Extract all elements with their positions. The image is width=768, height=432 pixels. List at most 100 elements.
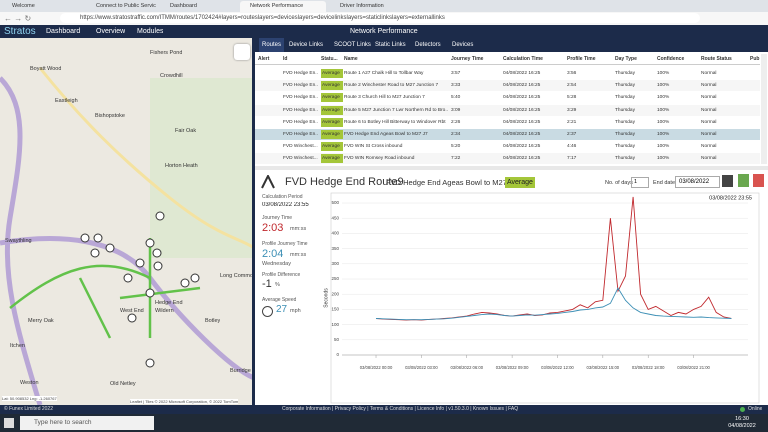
browser-tab[interactable]: Connect to Public Services (96, 3, 156, 9)
layer-button[interactable] (234, 44, 250, 60)
nav-item[interactable]: Dashboard (46, 28, 81, 35)
journey-unit: mm:ss (290, 226, 307, 232)
place-label: Weston (20, 380, 39, 386)
calendar-button[interactable] (722, 175, 733, 187)
nav-buttons[interactable]: ← → ↻ (4, 14, 32, 23)
place-label: Swaythling (5, 238, 32, 244)
column-header[interactable]: Day Type (615, 56, 637, 62)
panel-tab[interactable]: Static Links (375, 42, 406, 48)
table-row[interactable] (255, 116, 760, 128)
place-label: Fair Oak (175, 128, 197, 134)
column-header[interactable]: Calculation Time (503, 56, 543, 62)
app-header: Stratos Network Performance (0, 25, 768, 38)
table-cell: Thursday (615, 71, 635, 76)
map[interactable]: Lat: 50.908532 Lng: -1.260767 Leaflet | … (0, 38, 254, 405)
browser-tab[interactable]: Network Performance (240, 1, 326, 12)
table-cell: Route 1 A27 Chalk Hill to Tollbar Way (344, 71, 424, 76)
browser-tab[interactable]: Dashboard (170, 3, 197, 9)
table-row[interactable] (255, 104, 760, 116)
nav-item[interactable]: Overview (96, 28, 126, 35)
column-header[interactable]: Name (344, 56, 358, 62)
table-cell: Average (321, 154, 343, 164)
table-cell: FVD WIN Romsey Road inbound (344, 156, 415, 162)
panel-tab[interactable]: Devices (452, 42, 474, 48)
device-markers[interactable] (80, 211, 200, 368)
table-cell: 3:57 (451, 71, 461, 76)
column-header[interactable]: Confidence (657, 56, 685, 62)
table-cell: 100% (657, 95, 670, 101)
browser-tab[interactable]: Driver Information (340, 3, 384, 9)
table-cell: FVD Hedge En... (283, 71, 318, 76)
panel-tab[interactable]: Routes (259, 38, 285, 52)
column-header[interactable]: Statu... (321, 56, 338, 62)
header-rule (255, 64, 760, 65)
page-title: Network Performance (350, 28, 418, 35)
table-cell: Thursday (615, 144, 635, 150)
column-header[interactable]: Alert (258, 56, 270, 62)
place-label: Horton Heath (165, 163, 198, 169)
info-text: Wednesday (262, 261, 291, 267)
tabs (255, 38, 768, 52)
start-button[interactable] (4, 418, 14, 428)
table-row[interactable] (255, 141, 760, 153)
column-header[interactable]: Route Status (701, 56, 732, 62)
table-cell: 2:26 (451, 119, 461, 125)
splitter[interactable] (252, 38, 255, 405)
footer-links[interactable]: Corporate Information | Privacy Policy |… (282, 406, 519, 412)
end-date-input[interactable]: 03/08/2022 (675, 176, 720, 188)
footer: © Funex Limited 2022 Corporate Informati… (0, 405, 768, 414)
table-cell: Route 3 Church Hill to M27 Junction 7 (344, 95, 425, 101)
table-row[interactable] (255, 129, 760, 140)
brand[interactable]: Stratos (4, 26, 36, 37)
route-detail: FVD Hedge End Route9 FVD Hedge End Ageas… (255, 170, 768, 405)
table-cell: Normal (701, 156, 717, 162)
route-line (78, 238, 201, 339)
table-cell: 2:37 (567, 132, 577, 137)
export-pdf[interactable] (753, 174, 764, 187)
search-box[interactable]: Type here to search (20, 416, 154, 430)
speed-unit: mph (290, 308, 301, 314)
column-header[interactable]: Journey Time (451, 56, 484, 62)
panel-tab[interactable]: Device Links (289, 42, 324, 48)
table-cell: Average (321, 69, 343, 78)
table-cell: 100% (657, 156, 670, 162)
days-select[interactable]: 1 (631, 177, 649, 188)
place-label: Bishopstoke (95, 113, 125, 119)
table-cell: FVD WIN St Cross inbound (344, 144, 403, 150)
table-cell: 3:56 (567, 71, 577, 76)
table-cell: Average (321, 93, 343, 103)
panel-tab[interactable]: Detectors (415, 42, 441, 48)
table-cell: Route 6 to Botley Hill Bitterway to Wind… (344, 119, 446, 125)
export-csv[interactable] (738, 174, 749, 187)
scrollbar[interactable] (761, 54, 767, 164)
table-row[interactable] (255, 92, 760, 104)
table-row[interactable] (255, 68, 760, 79)
nav-item[interactable]: Modules (137, 28, 164, 35)
table-cell: 2:21 (567, 119, 577, 125)
browser-tab[interactable]: Welcome (12, 3, 35, 9)
route-line (9, 264, 151, 309)
table-cell: Thursday (615, 119, 635, 125)
table-cell: 100% (657, 119, 670, 125)
copyright: © Funex Limited 2022 (4, 406, 53, 412)
column-header[interactable]: Profile Time (567, 56, 596, 62)
clock-time: 16:30 (735, 416, 749, 422)
table-cell: FVD Hedge End Ageas Bowl to M27 J7 (344, 132, 428, 137)
table-cell: Average (321, 117, 343, 127)
table-cell: 3:33 (451, 83, 461, 89)
table-cell: 04/08/2022 16:25 (503, 144, 541, 150)
column-header[interactable]: Id (283, 56, 288, 62)
table-cell: 7:22 (451, 156, 461, 162)
table-row[interactable] (255, 80, 760, 92)
map-layer (0, 67, 254, 405)
address-bar: ← → ↻ https://www.stratostraffic.com/ITM… (0, 12, 768, 26)
table-cell: Normal (701, 144, 717, 150)
table-cell: 100% (657, 71, 670, 76)
table-row[interactable] (255, 153, 760, 165)
url-field[interactable]: https://www.stratostraffic.com/ITMM/rout… (60, 13, 700, 23)
panel-tab[interactable]: SCOOT Links (334, 42, 371, 48)
column-header[interactable]: Pub (750, 56, 760, 62)
table-cell: Thursday (615, 83, 635, 89)
motorway (0, 76, 43, 405)
